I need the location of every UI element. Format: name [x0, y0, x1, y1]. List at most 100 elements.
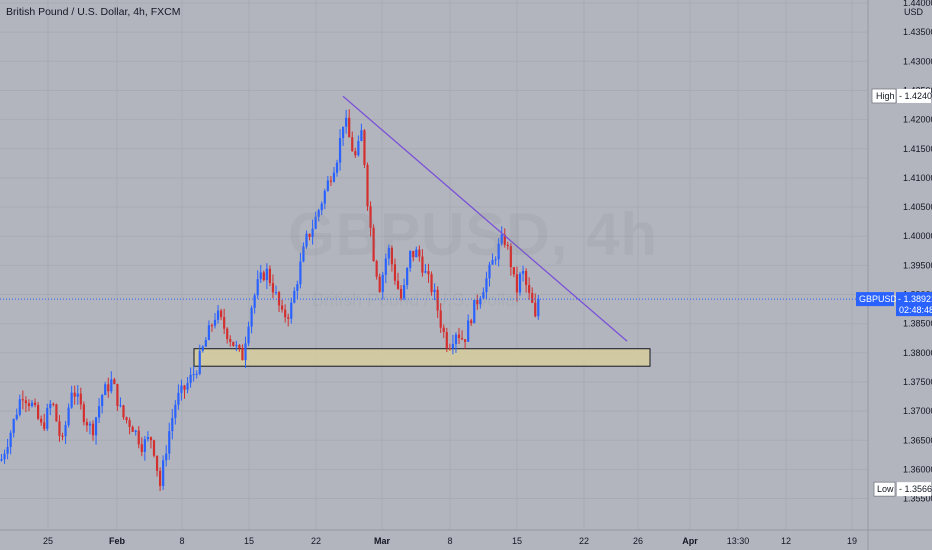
descending-trendline[interactable] — [342, 95, 628, 342]
candle-down — [421, 256, 424, 273]
candle-down — [226, 328, 229, 340]
candle-down — [159, 470, 162, 487]
currency-label[interactable]: USD — [904, 7, 924, 17]
candle-down — [137, 430, 140, 445]
candle-up — [323, 190, 326, 204]
price-tick-label: 1.40000 — [903, 231, 932, 241]
candle-up — [168, 431, 171, 454]
candle-down — [155, 455, 159, 471]
price-tick-label: 1.39500 — [903, 260, 932, 270]
candle-down — [152, 440, 156, 456]
price-tick-label: 1.44000 — [903, 0, 932, 8]
candle-up — [0, 459, 3, 461]
candle-down — [37, 405, 40, 419]
candle-down — [393, 264, 397, 281]
candle-down — [396, 280, 400, 289]
candle-down — [470, 320, 473, 324]
candle-up — [479, 298, 482, 305]
candles — [0, 109, 540, 492]
candle-down — [464, 339, 467, 342]
candle-up — [174, 404, 177, 418]
candle-up — [94, 417, 98, 436]
low-value-label: - 1.35661 — [899, 484, 932, 494]
price-axis[interactable]: 1.440001.435001.430001.425001.420001.415… — [867, 0, 932, 550]
candle-up — [3, 453, 6, 460]
candle-up — [537, 299, 540, 317]
candle-up — [293, 290, 296, 303]
candle-up — [213, 319, 217, 326]
support-zone[interactable] — [193, 348, 651, 367]
candle-down — [73, 392, 76, 397]
candle-down — [375, 261, 378, 277]
price-tick-label: 1.37500 — [903, 377, 932, 387]
candle-up — [64, 425, 67, 437]
candle-down — [427, 271, 430, 275]
candle-up — [134, 430, 137, 432]
candle-up — [67, 407, 70, 426]
candle-up — [186, 383, 189, 390]
candle-up — [387, 247, 390, 259]
candle-up — [482, 292, 485, 299]
candle-up — [305, 233, 308, 247]
countdown-label: 02:48:48 — [899, 305, 932, 315]
candle-down — [58, 421, 61, 436]
candle-down — [308, 233, 311, 237]
candle-up — [360, 130, 363, 142]
time-axis[interactable]: 25 Feb 8 15 22 Mar 8 15 22 26 Apr 13:30 12 19 — [0, 529, 932, 546]
candle-up — [15, 414, 18, 420]
candle-up — [415, 249, 418, 258]
candle-up — [143, 439, 146, 452]
candle-down — [369, 206, 372, 228]
candle-down — [281, 305, 284, 310]
candle-up — [6, 447, 9, 454]
time-tick-label: 15 — [512, 536, 522, 546]
symbol-tag-label: GBPUSD — [859, 294, 898, 304]
price-tick-label: 1.37000 — [903, 406, 932, 416]
symbol-tag-box — [856, 292, 894, 307]
candle-down — [531, 292, 534, 303]
candle-up — [171, 417, 174, 432]
candle-down — [52, 403, 55, 405]
candle-up — [49, 403, 52, 409]
candle-up — [247, 326, 250, 344]
candle-up — [177, 392, 180, 405]
candle-down — [229, 339, 232, 342]
price-tick-label: 1.36000 — [903, 464, 932, 474]
candle-up — [119, 405, 122, 407]
price-tick-label: 1.42000 — [903, 115, 932, 125]
candle-up — [433, 289, 436, 293]
candle-down — [43, 422, 46, 429]
candle-up — [488, 264, 491, 279]
candle-down — [506, 244, 509, 247]
candle-up — [406, 268, 409, 286]
candle-down — [515, 274, 519, 293]
candle-down — [33, 402, 37, 406]
price-tick-label: 1.35500 — [903, 494, 932, 504]
candle-down — [113, 379, 116, 384]
candle-up — [204, 339, 207, 347]
candle-up — [162, 460, 165, 487]
candle-up — [104, 384, 107, 396]
price-tick-label: 1.38500 — [903, 319, 932, 329]
candle-down — [268, 268, 271, 284]
candle-up — [467, 320, 470, 342]
candle-up — [338, 138, 342, 163]
candle-up — [180, 385, 183, 393]
candle-down — [329, 180, 332, 182]
candle-up — [454, 334, 458, 345]
candle-up — [424, 271, 427, 273]
candle-down — [116, 383, 119, 407]
price-tick-label: 1.36500 — [903, 435, 932, 445]
candle-down — [525, 271, 528, 286]
price-tick-label: 1.43000 — [903, 56, 932, 66]
candle-up — [403, 285, 406, 299]
candle-down — [430, 274, 433, 293]
candle-up — [165, 453, 168, 461]
candle-down — [436, 289, 439, 311]
time-tick-label: Mar — [374, 536, 391, 546]
candle-down — [457, 334, 461, 339]
candle-down — [351, 137, 354, 152]
candle-down — [79, 393, 82, 405]
candle-down — [448, 348, 451, 350]
